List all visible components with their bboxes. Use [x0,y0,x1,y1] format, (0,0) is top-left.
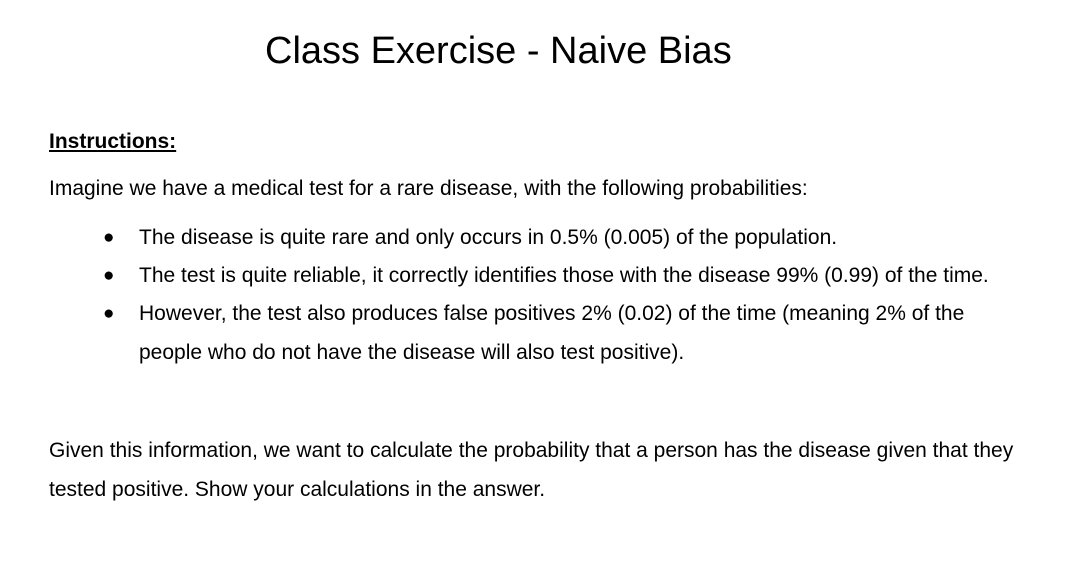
list-item-text: The disease is quite rare and only occur… [139,226,838,249]
list-item-text: The test is quite reliable, it correctly… [139,264,989,287]
bullet-icon: ● [103,265,115,286]
bullet-icon: ● [103,303,115,324]
intro-paragraph: Imagine we have a medical test for a rar… [49,177,808,200]
question-paragraph: Given this information, we want to calcu… [49,439,1014,501]
page-title: Class Exercise - Naive Bias [265,30,732,72]
instructions-heading: Instructions: [49,130,177,153]
bullet-icon: ● [103,227,115,248]
list-item-text: However, the test also produces false po… [139,302,965,364]
